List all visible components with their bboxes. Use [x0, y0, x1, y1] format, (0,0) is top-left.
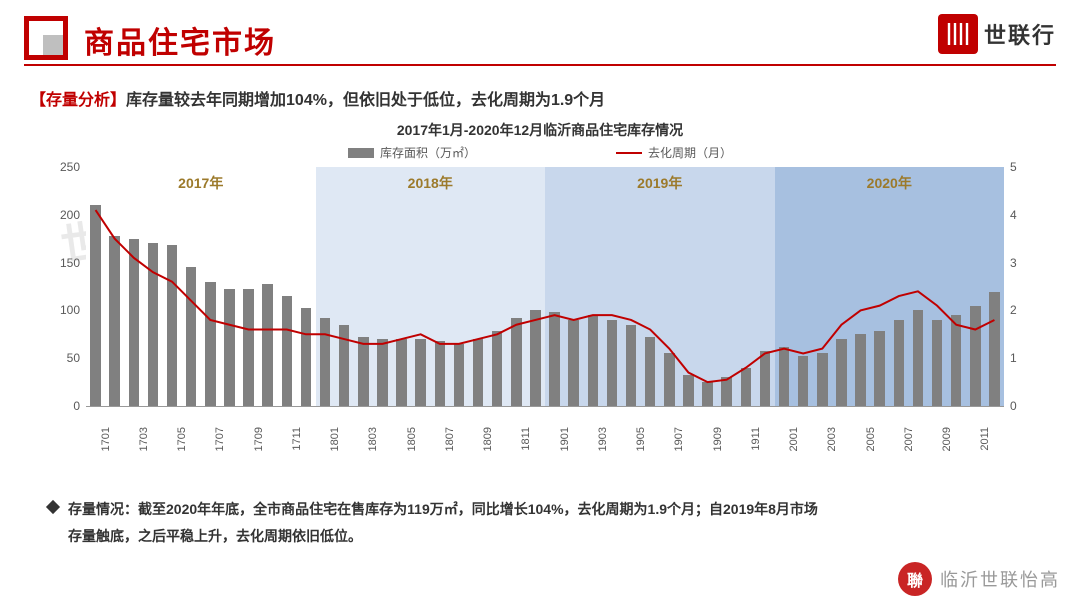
ytick-left: 200 — [40, 208, 80, 222]
chart-legend: 库存面积（万㎡） 去化周期（月） — [40, 144, 1040, 161]
plot-area: 2017年2018年2019年2020年 050100150200250 012… — [40, 167, 1040, 437]
xtick: 1709 — [253, 427, 265, 451]
line-series — [86, 167, 1004, 406]
brand-logo-mark — [938, 14, 978, 54]
xtick: 1701 — [100, 427, 112, 451]
legend-bar-swatch — [348, 148, 374, 158]
brand-logo-text: 世联行 — [984, 18, 1056, 50]
xtick: 1909 — [712, 427, 724, 451]
footnote-text-2: 存量触底，之后平稳上升，去化周期依旧低位。 — [68, 528, 362, 544]
account-watermark-icon: 聯 — [898, 562, 932, 596]
brand-logo: 世联行 — [938, 12, 1056, 56]
slide: 世联行 世联行 世联行 商品住宅市场 世联行 【存量分析】库存量较去年同期增加1… — [0, 0, 1080, 608]
xtick: 1905 — [635, 427, 647, 451]
chart-title: 2017年1月-2020年12月临沂商品住宅库存情况 — [40, 120, 1040, 140]
subtitle-tag: 【存量分析】 — [30, 92, 126, 109]
xtick: 1807 — [444, 427, 456, 451]
xtick: 2011 — [979, 427, 991, 451]
ytick-left: 100 — [40, 303, 80, 317]
title-icon — [24, 16, 68, 60]
ytick-left: 150 — [40, 256, 80, 270]
ytick-right: 4 — [1010, 208, 1040, 222]
page-title: 商品住宅市场 — [84, 18, 276, 62]
xtick: 1911 — [750, 427, 762, 451]
chart: 2017年1月-2020年12月临沂商品住宅库存情况 库存面积（万㎡） 去化周期… — [40, 120, 1040, 480]
xtick: 2009 — [941, 427, 953, 451]
footnote-line: 存量触底，之后平稳上升，去化周期依旧低位。 — [48, 523, 1020, 550]
footnote: 存量情况：截至2020年年底，全市商品住宅在售库存为119万㎡，同比增长104%… — [48, 496, 1020, 549]
legend-line: 去化周期（月） — [616, 144, 732, 161]
account-watermark-text: 临沂世联怡高 — [940, 566, 1060, 592]
footnote-text-1: 存量情况：截至2020年年底，全市商品住宅在售库存为119万㎡，同比增长104%… — [68, 501, 818, 517]
footnote-line: 存量情况：截至2020年年底，全市商品住宅在售库存为119万㎡，同比增长104%… — [48, 496, 1020, 523]
xtick: 1707 — [214, 427, 226, 451]
xtick: 1809 — [482, 427, 494, 451]
ytick-right: 5 — [1010, 160, 1040, 174]
bullet-icon — [46, 500, 60, 514]
xtick: 2001 — [788, 427, 800, 451]
xtick: 1703 — [138, 427, 150, 451]
title-icon-inner — [43, 35, 63, 55]
ytick-right: 3 — [1010, 256, 1040, 270]
xtick: 2003 — [826, 427, 838, 451]
xtick: 1811 — [520, 427, 532, 451]
legend-bar-label: 库存面积（万㎡） — [380, 144, 476, 161]
legend-line-swatch — [616, 152, 642, 154]
subtitle-text: 库存量较去年同期增加104%，但依旧处于低位，去化周期为1.9个月 — [126, 92, 605, 109]
xtick: 1907 — [673, 427, 685, 451]
account-watermark: 聯 临沂世联怡高 — [898, 562, 1060, 596]
plot-inner: 2017年2018年2019年2020年 — [86, 167, 1004, 407]
header: 商品住宅市场 世联行 — [24, 10, 1056, 66]
ytick-left: 0 — [40, 399, 80, 413]
xtick: 1805 — [406, 427, 418, 451]
xtick: 1901 — [559, 427, 571, 451]
legend-line-label: 去化周期（月） — [648, 144, 732, 161]
ytick-left: 50 — [40, 351, 80, 365]
xtick: 1711 — [291, 427, 303, 451]
ytick-left: 250 — [40, 160, 80, 174]
xtick: 1705 — [176, 427, 188, 451]
ytick-right: 1 — [1010, 351, 1040, 365]
subtitle: 【存量分析】库存量较去年同期增加104%，但依旧处于低位，去化周期为1.9个月 — [30, 86, 605, 110]
xtick: 2007 — [903, 427, 915, 451]
xtick: 1801 — [329, 427, 341, 451]
ytick-right: 2 — [1010, 303, 1040, 317]
ytick-right: 0 — [1010, 399, 1040, 413]
xtick: 1803 — [367, 427, 379, 451]
xtick: 1903 — [597, 427, 609, 451]
legend-bar: 库存面积（万㎡） — [348, 144, 476, 161]
xtick: 2005 — [865, 427, 877, 451]
